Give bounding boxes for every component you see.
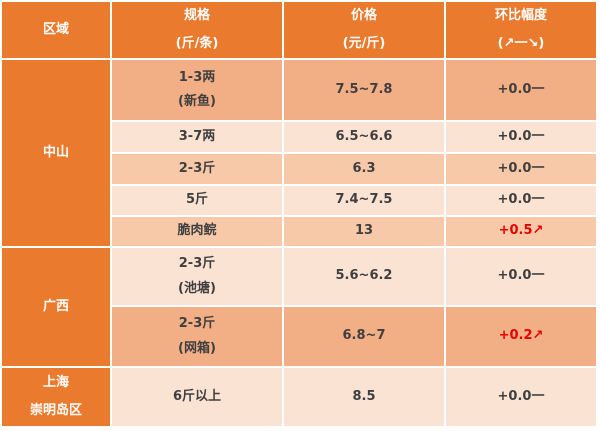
price-text: 6.5~6.6	[335, 128, 393, 144]
region-cell-zhongshan: 中山	[2, 60, 110, 246]
region-cell-guangxi: 广西	[2, 248, 110, 366]
header-cell-price: 价格 (元/斤)	[284, 2, 444, 58]
spec-note: (网箱)	[178, 340, 216, 356]
price-cell: 7.4~7.5	[284, 186, 444, 215]
change-text: +0.0一	[497, 268, 545, 284]
header-spec-label: 规格	[183, 8, 210, 24]
region-name: 广西	[42, 298, 69, 314]
change-text: +0.0一	[497, 128, 545, 144]
price-cell: 8.5	[284, 368, 444, 426]
change-text: +0.0一	[497, 192, 545, 208]
header-region-label: 区域	[42, 21, 69, 37]
change-cell: +0.5↗	[446, 217, 596, 246]
region-cell-shanghai-chongming: 上海 崇明岛区	[2, 368, 110, 426]
spec-cell: 5斤	[112, 186, 282, 215]
spec-cell: 1-3两 (新鱼)	[112, 60, 282, 120]
price-text: 6.3	[352, 160, 376, 176]
spec-cell: 2-3斤 (池塘)	[112, 248, 282, 305]
spec-text: 1-3两	[178, 69, 216, 85]
change-text-up: +0.5↗	[498, 223, 544, 239]
change-text: +0.0一	[497, 388, 545, 404]
spec-cell: 6斤以上	[112, 368, 282, 426]
change-cell: +0.0一	[446, 368, 596, 426]
spec-cell: 2-3斤 (网箱)	[112, 307, 282, 366]
spec-text: 2-3斤	[178, 316, 216, 332]
price-cell: 5.6~6.2	[284, 248, 444, 305]
spec-note: (池塘)	[178, 280, 216, 296]
change-text: +0.0一	[497, 160, 545, 176]
price-cell: 7.5~7.8	[284, 60, 444, 120]
header-price-unit: (元/斤)	[342, 35, 386, 51]
header-spec-unit: (斤/条)	[175, 35, 219, 51]
header-cell-spec: 规格 (斤/条)	[112, 2, 282, 58]
header-cell-region: 区域	[2, 2, 110, 58]
change-cell: +0.0一	[446, 60, 596, 120]
spec-text: 3-7两	[178, 128, 216, 144]
price-cell: 6.8~7	[284, 307, 444, 366]
spec-cell: 脆肉鲩	[112, 217, 282, 246]
change-text: +0.0一	[497, 81, 545, 97]
price-text: 13	[354, 223, 374, 239]
price-text: 7.5~7.8	[335, 81, 393, 97]
price-cell: 13	[284, 217, 444, 246]
spec-text: 2-3斤	[178, 256, 216, 272]
price-text: 5.6~6.2	[335, 268, 393, 284]
price-text: 6.8~7	[342, 328, 386, 344]
header-price-label: 价格	[350, 8, 377, 24]
spec-cell: 3-7两	[112, 122, 282, 152]
price-cell: 6.3	[284, 154, 444, 184]
price-cell: 6.5~6.6	[284, 122, 444, 152]
spec-text: 脆肉鲩	[177, 223, 217, 239]
price-text: 7.4~7.5	[335, 192, 393, 208]
spec-cell: 2-3斤	[112, 154, 282, 184]
spec-text: 6斤以上	[172, 388, 222, 404]
spec-text: 2-3斤	[178, 160, 216, 176]
change-text-up: +0.2↗	[498, 328, 544, 344]
price-text: 8.5	[352, 388, 376, 404]
region-name: 上海	[42, 375, 69, 391]
change-cell: +0.0一	[446, 122, 596, 152]
spec-text: 5斤	[185, 192, 209, 208]
header-change-label: 环比幅度	[494, 8, 547, 24]
trend-arrows-icon: (↗一↘)	[497, 35, 545, 51]
change-cell: +0.0一	[446, 248, 596, 305]
spec-note: (新鱼)	[178, 94, 216, 109]
change-cell: +0.0一	[446, 186, 596, 215]
change-cell: +0.2↗	[446, 307, 596, 366]
header-cell-change: 环比幅度 (↗一↘)	[446, 2, 596, 58]
change-cell: +0.0一	[446, 154, 596, 184]
region-name-line2: 崇明岛区	[29, 402, 82, 418]
region-name: 中山	[42, 144, 69, 160]
